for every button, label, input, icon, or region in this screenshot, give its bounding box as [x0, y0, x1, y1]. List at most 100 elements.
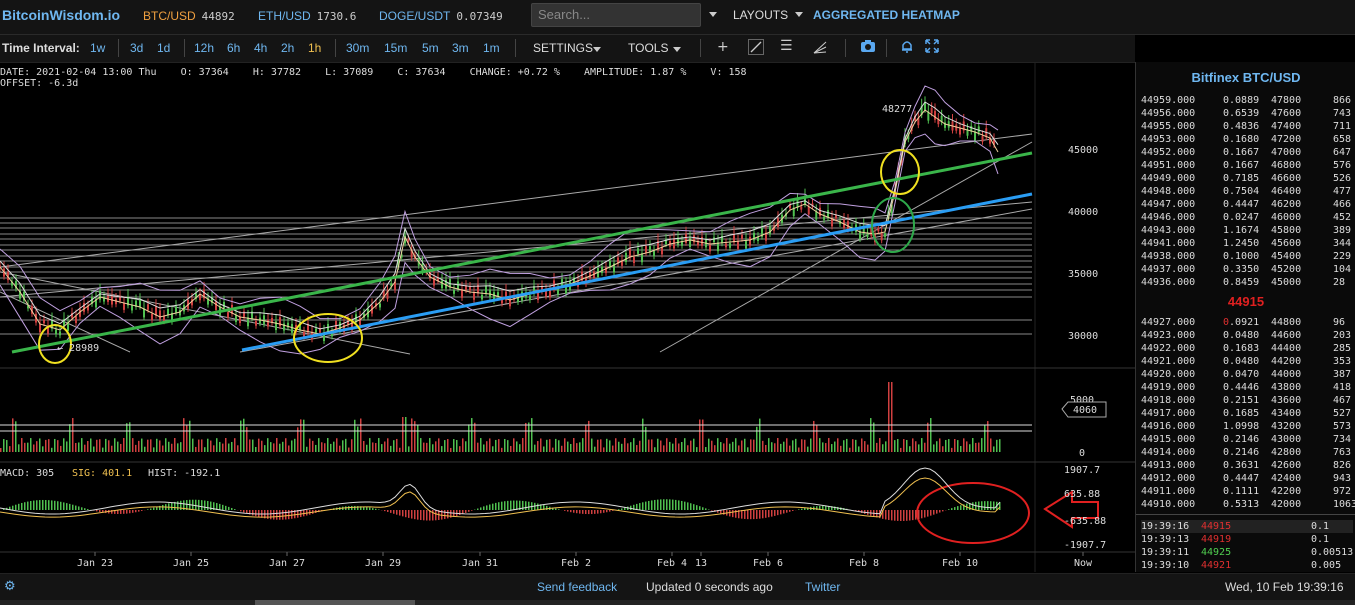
trend-line [0, 133, 1033, 268]
orderbook-row: 44911.000 0.1111 42200 972 [1141, 485, 1355, 498]
fullscreen-icon[interactable] [925, 39, 939, 57]
interval-1d[interactable]: 1d [157, 41, 171, 55]
volume-bar [582, 438, 584, 452]
candle [489, 289, 491, 297]
volume-bar [30, 438, 32, 452]
chevron-down-icon[interactable] [709, 12, 717, 17]
orderbook-row: 44947.000 0.4447 46200 466 [1141, 198, 1351, 211]
volume-bar [600, 439, 602, 452]
interval-12h[interactable]: 12h [194, 41, 215, 55]
ticker-btc[interactable]: BTC/USD 44892 [143, 9, 235, 23]
ticker-eth[interactable]: ETH/USD 1730.6 [258, 9, 356, 23]
horizontal-scrollbar[interactable] [0, 600, 1355, 605]
volume-bar [612, 445, 614, 452]
macd-bar [567, 510, 569, 512]
volume-bar [120, 443, 122, 452]
interval-6h[interactable]: 6h [227, 41, 241, 55]
chevron-down-icon[interactable] [593, 47, 601, 52]
twitter-link[interactable]: Twitter [805, 580, 841, 594]
candle [239, 316, 241, 324]
chevron-down-icon[interactable] [673, 47, 681, 52]
interval-15m[interactable]: 15m [384, 41, 408, 55]
candle [485, 286, 487, 294]
volume-bar [645, 426, 647, 452]
interval-2h[interactable]: 2h [281, 41, 295, 55]
macd-bar [762, 510, 764, 519]
layouts-menu[interactable]: LAYOUTS [733, 8, 789, 22]
scrollbar-thumb[interactable] [255, 600, 415, 605]
draw-line-icon[interactable] [748, 39, 764, 55]
volume-bar [324, 443, 326, 452]
aggregated-heatmap-link[interactable]: AGGREGATED HEATMAP [813, 8, 960, 22]
trade-time: 19:39:10 [1141, 560, 1190, 571]
candle [481, 294, 483, 300]
macd-bar [12, 505, 14, 510]
macd-bar [39, 500, 41, 510]
candle [11, 281, 13, 286]
volume-bar [909, 446, 911, 452]
horizontal-lines-icon[interactable]: ☰ [780, 38, 793, 54]
macd-value: MACD: 305 [0, 468, 54, 479]
orderbook-cell: 0.7504 [1223, 186, 1260, 197]
volume-bar [705, 447, 707, 452]
interval-5m[interactable]: 5m [422, 41, 439, 55]
interval-1w[interactable]: 1w [90, 41, 106, 55]
volume-bar [66, 441, 68, 452]
orderbook-cell: 44917.000 [1141, 408, 1196, 419]
interval-3d[interactable]: 3d [130, 41, 144, 55]
macd-bar [99, 510, 101, 513]
macd-bar [798, 509, 800, 510]
volume-bar [174, 438, 176, 452]
volume-bar [717, 438, 719, 452]
candle [71, 312, 73, 318]
tools-menu[interactable]: TOOLS [628, 41, 669, 55]
bell-icon[interactable] [900, 39, 914, 57]
orderbook-cell: 96 [1333, 317, 1346, 328]
candle [685, 234, 687, 243]
volume-bar [936, 441, 938, 452]
send-feedback-link[interactable]: Send feedback [537, 580, 618, 594]
price-chart[interactable]: 48277 ← 28989 45000 40000 35000 30000 50… [0, 62, 1135, 572]
volume-bar [300, 419, 302, 452]
candle [617, 257, 619, 264]
macd-bar [495, 502, 497, 510]
orderbook-cell: 0.0921 [1223, 317, 1260, 328]
macd-bar [570, 510, 572, 513]
search-input[interactable]: Search... [531, 3, 701, 27]
ticker-doge[interactable]: DOGE/USDT 0.07349 [379, 9, 503, 23]
candle [709, 244, 711, 252]
candle [701, 237, 703, 246]
interval-30m[interactable]: 30m [346, 41, 370, 55]
interval-3m[interactable]: 3m [452, 41, 469, 55]
blue-trendline[interactable] [241, 192, 1033, 352]
site-logo[interactable]: BitcoinWisdom.io [2, 7, 121, 23]
candle [7, 271, 9, 281]
volume-bar [663, 445, 665, 452]
crosshair-icon[interactable]: + [717, 39, 729, 55]
volume-bar [258, 438, 260, 452]
volume-bar [762, 440, 764, 452]
green-trendline[interactable] [11, 151, 1033, 354]
orderbook-cell: 42200 [1271, 486, 1302, 497]
ticker-price: 1730.6 [316, 10, 357, 23]
macd-bar [156, 506, 158, 510]
settings-menu[interactable]: SETTINGS [533, 41, 594, 55]
volume-bar [330, 443, 332, 452]
camera-icon[interactable] [860, 39, 876, 57]
interval-1h[interactable]: 1h [308, 41, 322, 55]
interval-4h[interactable]: 4h [254, 41, 268, 55]
macd-bar [657, 499, 659, 510]
candle [545, 290, 547, 297]
candle [397, 258, 400, 268]
settings-gear-icon[interactable]: ⚙ [4, 579, 16, 594]
fib-fan-icon[interactable] [812, 39, 828, 59]
chevron-down-icon[interactable] [795, 12, 803, 17]
candle [404, 235, 406, 244]
volume-bar [942, 446, 944, 452]
volume-bar [654, 447, 656, 452]
interval-1m[interactable]: 1m [483, 41, 500, 55]
volume-bar [729, 443, 731, 452]
candle [449, 278, 451, 288]
volume-bar [153, 447, 155, 452]
orderbook-cell: 42600 [1271, 460, 1302, 471]
